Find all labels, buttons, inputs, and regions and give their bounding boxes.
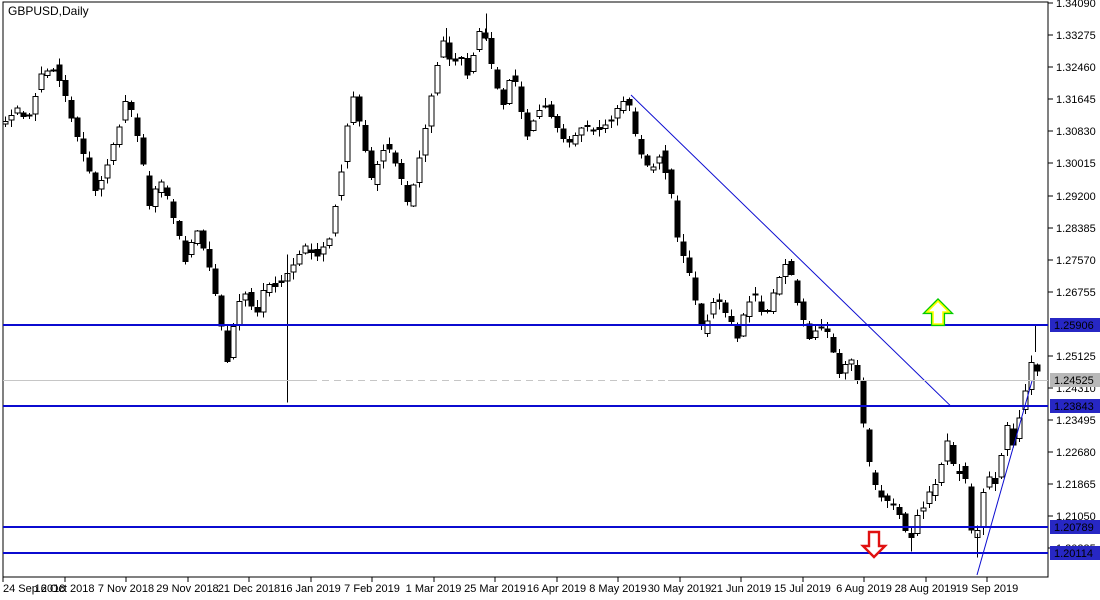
date-tick-label: 21 Dec 2018 — [218, 583, 280, 595]
price-badge — [1050, 318, 1100, 332]
date-tick-label: 25 Mar 2019 — [464, 583, 526, 595]
price-badge — [1050, 520, 1100, 534]
chart-border — [2, 1, 1049, 578]
date-tick-label: 7 Nov 2018 — [98, 583, 154, 595]
candlesticks — [2, 13, 1041, 558]
price-badge-label: 1.24525 — [1054, 375, 1094, 387]
price-tick-label: 1.34090 — [1056, 0, 1096, 10]
price-badge — [1050, 373, 1100, 387]
price-tick-label: 1.23495 — [1056, 415, 1096, 427]
price-badge — [1050, 546, 1100, 560]
price-tick-label: 1.25125 — [1056, 351, 1096, 363]
date-tick-label: 16 Jan 2019 — [280, 583, 341, 595]
date-tick-label: 28 Aug 2019 — [895, 583, 957, 595]
price-badge-label: 1.23843 — [1054, 401, 1094, 413]
price-tick-label: 1.32460 — [1056, 62, 1096, 74]
buy-arrow-icon[interactable] — [925, 299, 951, 325]
price-tick-label: 1.31645 — [1056, 94, 1096, 106]
date-tick-label: 7 Feb 2019 — [344, 583, 400, 595]
date-tick-label: 29 Nov 2018 — [156, 583, 218, 595]
price-tick-label: 1.33275 — [1056, 30, 1096, 42]
date-tick-label: 16 Apr 2019 — [527, 583, 586, 595]
price-tick-label: 1.30015 — [1056, 158, 1096, 170]
price-tick-label: 1.21865 — [1056, 479, 1096, 491]
date-tick-label: 30 May 2019 — [648, 583, 712, 595]
price-badge — [1050, 399, 1100, 413]
date-tick-label: 8 May 2019 — [589, 583, 646, 595]
price-tick-label: 1.29200 — [1056, 191, 1096, 203]
sell-arrow-icon[interactable] — [860, 530, 888, 559]
date-tick-label: 19 Sep 2019 — [956, 583, 1018, 595]
date-tick-label: 15 Jul 2019 — [774, 583, 831, 595]
price-tick-label: 1.22680 — [1056, 447, 1096, 459]
date-tick-label: 21 Jun 2019 — [711, 583, 772, 595]
date-tick-label: 24 Sep 2018 — [3, 583, 65, 595]
date-tick-label: 1 Mar 2019 — [406, 583, 462, 595]
date-tick-label: 6 Aug 2019 — [836, 583, 892, 595]
symbol-timeframe-label: GBPUSD,Daily — [8, 4, 89, 18]
price-tick-label: 1.28385 — [1056, 223, 1096, 235]
price-tick-label: 1.26755 — [1056, 287, 1096, 299]
price-tick-label: 1.27570 — [1056, 255, 1096, 267]
descending-trendline[interactable] — [630, 94, 951, 406]
date-tick-label: 16 Oct 2018 — [35, 583, 95, 595]
ascending-trendline[interactable] — [976, 380, 1033, 576]
price-badge-label: 1.25906 — [1054, 320, 1094, 332]
price-badge-label: 1.20789 — [1054, 522, 1094, 534]
price-badge-label: 1.20114 — [1054, 548, 1093, 560]
price-tick-label: 1.30830 — [1056, 126, 1096, 138]
